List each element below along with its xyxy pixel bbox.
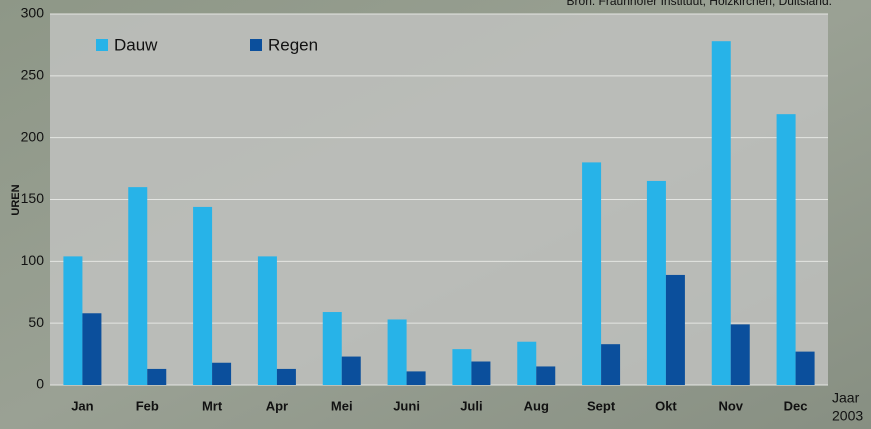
y-tick-label: 0 [36, 376, 44, 392]
bar [128, 187, 147, 385]
bar [258, 256, 277, 385]
y-tick-label: 100 [21, 252, 45, 268]
bar [601, 344, 620, 385]
legend-swatch [96, 39, 108, 51]
bar [63, 256, 82, 385]
x-tick-label: Apr [266, 398, 288, 413]
legend-label: Dauw [114, 35, 158, 54]
x-axis-label: Jaar [832, 390, 860, 406]
bar [536, 366, 555, 385]
bar [212, 363, 231, 385]
y-tick-label: 200 [21, 128, 45, 144]
x-tick-label: Okt [655, 398, 677, 413]
x-axis-label-year: 2003 [832, 408, 863, 424]
x-tick-label: Nov [718, 398, 743, 413]
x-tick-label: Sept [587, 398, 616, 413]
x-tick-label: Juli [460, 398, 482, 413]
x-tick-label: Mei [331, 398, 353, 413]
x-tick-label: Feb [136, 398, 159, 413]
bar [777, 114, 796, 385]
bar [666, 275, 685, 385]
bar [796, 352, 815, 385]
page: {"chart_data": {"type": "bar", "source":… [0, 0, 871, 429]
bar [323, 312, 342, 385]
bar [407, 371, 426, 385]
bar [147, 369, 166, 385]
legend-label: Regen [268, 35, 318, 54]
y-tick-label: 300 [21, 5, 45, 21]
bar [82, 313, 101, 385]
bar [517, 342, 536, 385]
x-tick-label: Mrt [202, 398, 223, 413]
bar [342, 357, 361, 385]
x-tick-label: Juni [393, 398, 420, 413]
bar [471, 362, 490, 385]
chart: Bron: Fraunhofer Instituut, Holzkirchen,… [0, 0, 871, 429]
x-tick-label: Aug [524, 398, 549, 413]
y-tick-label: 250 [21, 67, 45, 83]
bar [452, 349, 471, 385]
bar [647, 181, 666, 385]
bar [712, 41, 731, 385]
bar [388, 319, 407, 385]
bar [277, 369, 296, 385]
legend-swatch [250, 39, 262, 51]
x-tick-label: Jan [71, 398, 93, 413]
bar [731, 324, 750, 385]
source: Bron: Fraunhofer Instituut, Holzkirchen,… [567, 0, 832, 8]
bar [193, 207, 212, 385]
y-tick-label: 50 [28, 314, 44, 330]
x-tick-label: Dec [784, 398, 808, 413]
y-tick-label: 150 [21, 190, 45, 206]
bar [582, 162, 601, 385]
